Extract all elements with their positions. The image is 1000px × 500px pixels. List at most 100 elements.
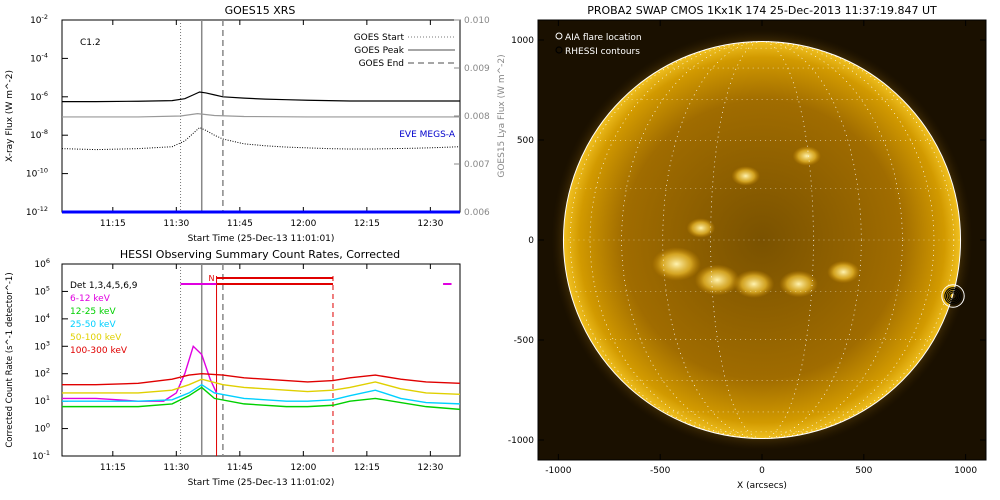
goes-long-series-line xyxy=(62,91,460,103)
legend-goes-end: GOES End xyxy=(359,59,404,69)
hessi-y-tick-base: 10 xyxy=(34,287,46,297)
goes-lya-series-line xyxy=(62,112,460,118)
goes-x-tick-label: 12:00 xyxy=(290,219,316,229)
rhessi-contour xyxy=(949,292,957,300)
hessi-y-tick-exponent: 1 xyxy=(46,394,50,402)
goes-legend: GOES Start GOES Peak GOES End xyxy=(354,33,455,69)
hessi-legend-entry: 6-12 keV xyxy=(70,294,111,304)
goes-y-axis-label: X-ray Flux (W m^-2) xyxy=(5,70,15,162)
hessi-y-tick-label: 103 xyxy=(34,339,50,352)
hessi-panel: HESSI Observing Summary Count Rates, Cor… xyxy=(5,248,461,488)
hessi-y-tick-exponent: 5 xyxy=(46,284,50,292)
goes-y-tick-base: 10 xyxy=(26,208,38,218)
goes-right-y-tick-label: 0.009 xyxy=(464,64,490,74)
goes-title: GOES15 XRS xyxy=(225,4,296,17)
goes-y-tick-exponent: -10 xyxy=(37,167,48,175)
longitude-grid-line xyxy=(589,41,935,439)
goes-right-y-axis-label: GOES15 Lya Flux (W m^-2) xyxy=(497,54,507,177)
legend-goes-start: GOES Start xyxy=(354,33,405,43)
goes-x-tick-label: 11:15 xyxy=(100,219,126,229)
hessi-y-tick-base: 10 xyxy=(34,315,46,325)
hessi-y-tick-label: 106 xyxy=(34,257,50,270)
aia-flare-legend-icon xyxy=(555,32,563,40)
longitude-grid-line xyxy=(621,41,903,439)
swap-x-tick-label: -1000 xyxy=(545,466,571,476)
swap-panel: PROBA2 SWAP CMOS 1Kx1K 174 25-Dec-2013 1… xyxy=(508,4,987,491)
swap-x-tick-label: -500 xyxy=(650,466,671,476)
hessi-y-tick-label: 100 xyxy=(34,422,50,435)
rhessi-contour xyxy=(944,287,962,305)
hessi-legend: Det 1,3,4,5,6,9 6-12 keV 12-25 keV 25-50 k… xyxy=(70,281,138,356)
hessi-y-tick-base: 10 xyxy=(34,425,46,435)
goes-panel: GOES15 XRS 11:15 11:30 11:45 12:00 12:15 12:3… xyxy=(5,4,507,244)
hessi-series-line xyxy=(62,373,461,386)
legend-aia-flare: AIA flare location xyxy=(565,33,642,43)
rhessi-contour xyxy=(947,290,959,302)
hessi-y-tick-exponent: 2 xyxy=(46,367,50,375)
hessi-x-tick-label: 12:15 xyxy=(354,463,380,473)
hessi-y-tick-base: 10 xyxy=(34,397,46,407)
swap-x-tick-label: 1000 xyxy=(954,466,977,476)
swap-y-tick-label: -500 xyxy=(514,336,535,346)
goes-annotation: C1.2 xyxy=(80,38,101,48)
goes-y-tick-exponent: -2 xyxy=(42,13,48,21)
hessi-y-axis-label: Corrected Count Rate (s^-1 detector^-1) xyxy=(5,272,15,447)
swap-y-tick-label: 1000 xyxy=(511,36,534,46)
goes-y-tick-exponent: -6 xyxy=(42,90,48,98)
goes-y-tick-label: 10-10 xyxy=(26,167,48,180)
goes-y-tick-base: 10 xyxy=(30,131,42,141)
hessi-legend-entry: 100-300 keV xyxy=(70,346,128,356)
hessi-series-line xyxy=(62,386,461,411)
hessi-y-tick-base: 10 xyxy=(32,452,44,462)
swap-y-tick-label: 0 xyxy=(528,236,534,246)
hessi-x-tick-label: 11:15 xyxy=(100,463,126,473)
hessi-y-tick-label: 10-1 xyxy=(32,449,50,462)
active-region xyxy=(779,270,818,298)
hessi-x-tick-label: 12:30 xyxy=(417,463,443,473)
active-region xyxy=(827,260,860,284)
goes-x-tick-label: 11:45 xyxy=(227,219,253,229)
goes-y-tick-label: 10-4 xyxy=(30,51,48,64)
goes-y-tick-label: 10-2 xyxy=(30,13,48,26)
hessi-y-tick-label: 101 xyxy=(34,394,50,407)
hessi-series-line xyxy=(62,383,461,405)
rhessi-contour xyxy=(945,288,961,304)
active-region xyxy=(686,218,716,238)
goes-y-tick-label: 10-8 xyxy=(30,128,48,141)
solar-limb xyxy=(562,40,962,440)
hessi-x-axis-label: Start Time (25-Dec-13 11:01:02) xyxy=(188,478,335,488)
hessi-y-tick-exponent: 0 xyxy=(46,422,50,430)
active-region xyxy=(694,264,740,296)
swap-y-tick-label: -1000 xyxy=(508,436,534,446)
active-region xyxy=(733,270,775,298)
hessi-legend-entry: 25-50 keV xyxy=(70,320,116,330)
hessi-y-tick-exponent: 3 xyxy=(46,339,50,347)
goes-right-y-tick-label: 0.007 xyxy=(464,160,490,170)
swap-title: PROBA2 SWAP CMOS 1Kx1K 174 25-Dec-2013 1… xyxy=(587,4,937,17)
hessi-x-tick-label: 11:30 xyxy=(163,463,189,473)
goes-right-y-tick-label: 0.006 xyxy=(464,208,490,218)
goes-right-y-tick-label: 0.010 xyxy=(464,16,490,26)
goes-y-tick-base: 10 xyxy=(30,93,42,103)
goes-right-y-tick-label: 0.008 xyxy=(464,112,490,122)
rhessi-contour-legend-icon xyxy=(555,46,563,54)
hessi-legend-entry: 12-25 keV xyxy=(70,307,116,317)
hessi-y-tick-label: 105 xyxy=(34,284,50,297)
hessi-y-tick-label: 102 xyxy=(34,367,50,380)
hessi-y-tick-base: 10 xyxy=(34,260,46,270)
goes-y-tick-exponent: -4 xyxy=(42,51,48,59)
solar-disk xyxy=(563,41,961,439)
hessi-x-tick-label: 12:00 xyxy=(290,463,316,473)
goes-y-tick-base: 10 xyxy=(30,54,42,64)
hessi-y-tick-exponent: 6 xyxy=(46,257,50,265)
active-region xyxy=(652,247,701,281)
hessi-title: HESSI Observing Summary Count Rates, Cor… xyxy=(120,248,400,261)
goes-y-tick-label: 10-6 xyxy=(30,90,48,103)
goes-y-tick-base: 10 xyxy=(26,170,38,180)
hessi-series-line xyxy=(62,344,218,402)
hessi-y-tick-exponent: -1 xyxy=(44,449,50,457)
goes-y-tick-label: 10-12 xyxy=(26,205,48,218)
longitude-grid-line xyxy=(569,41,955,439)
active-region xyxy=(792,146,822,166)
